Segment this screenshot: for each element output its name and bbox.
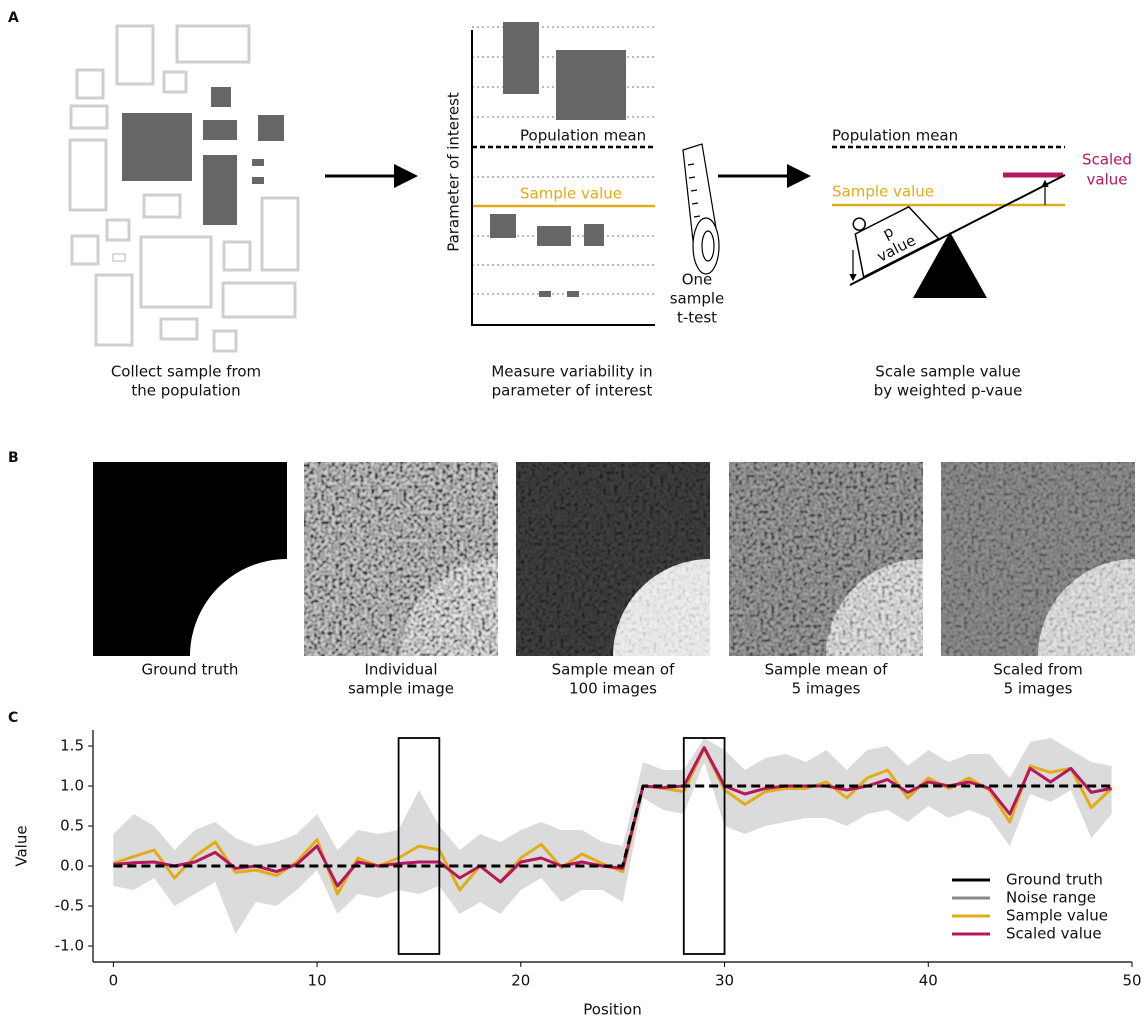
shape: [164, 72, 186, 92]
image-panel: Scaled from5 images: [941, 462, 1135, 698]
shape: [223, 283, 295, 317]
x-tick-label: 40: [919, 972, 938, 990]
panel-c: C 0 10 20 30 40 50 -1.0 -0.5 0.0 0.5 1.0 1.5 Position…: [8, 710, 1142, 1019]
population: [70, 26, 298, 351]
shape: [224, 242, 250, 270]
caption: Collect sample from: [111, 363, 261, 381]
x-tick-label: 50: [1122, 972, 1141, 990]
x-tick-label: 30: [715, 972, 734, 990]
panel-label: C: [8, 710, 18, 726]
caption: Sample mean of: [552, 661, 675, 679]
seesaw: p value Population mean Sample value Sca…: [832, 127, 1132, 299]
shape: [113, 254, 125, 261]
panel-label: B: [8, 450, 19, 466]
y-tick-label: -1.0: [55, 937, 84, 955]
shape: [490, 214, 516, 238]
shape: [702, 231, 714, 261]
caption: Sample mean of: [765, 661, 888, 679]
shape: [122, 113, 192, 181]
caption: the population: [131, 382, 240, 400]
shape: [72, 236, 98, 264]
y-tick-label: 0.5: [60, 817, 84, 835]
test-label: One: [682, 271, 713, 289]
caption: Measure variability in: [491, 363, 652, 381]
measuring-tape: [683, 144, 719, 274]
sample-value-label: Sample value: [520, 185, 622, 203]
x-tick-label: 0: [109, 972, 119, 990]
image-panel: Ground truth: [93, 462, 287, 679]
shape: [177, 26, 249, 62]
shape: [584, 224, 604, 246]
sample-value-label: Sample value: [832, 183, 934, 201]
shape: [117, 26, 153, 84]
shape: [107, 220, 129, 240]
caption: parameter of interest: [492, 382, 653, 400]
shape: [252, 159, 264, 166]
shape: [141, 237, 211, 307]
shape: [539, 291, 551, 297]
noise-band: [113, 738, 1111, 934]
population-mean-label: Population mean: [832, 127, 958, 145]
image-noise: [304, 462, 498, 656]
image-panel: Sample mean of5 images: [729, 462, 923, 698]
caption: Ground truth: [142, 661, 239, 679]
figure: A Parameter of interest Population mean …: [0, 0, 1146, 1020]
legend-label: Scaled value: [1006, 925, 1102, 943]
caption: Scaled from: [993, 661, 1083, 679]
shape: [258, 115, 284, 141]
shape: [556, 50, 626, 120]
caption: Individual: [364, 661, 437, 679]
test-label: t-test: [677, 309, 717, 327]
scaled-value-label: value: [1087, 171, 1128, 189]
population-mean-label: Population mean: [520, 127, 646, 145]
image-noise: [941, 462, 1135, 656]
shape: [161, 319, 197, 339]
shape: [211, 87, 231, 107]
scaled-value-label: Scaled: [1082, 151, 1132, 169]
variability-plot: Parameter of interest Population mean Sa…: [445, 22, 656, 325]
panel-a: A Parameter of interest Population mean …: [8, 10, 1132, 400]
caption: sample image: [348, 680, 454, 698]
caption: Scale sample value: [875, 363, 1020, 381]
caption: 100 images: [569, 680, 657, 698]
image-noise: [729, 462, 923, 656]
shape: [203, 120, 237, 140]
shape: [144, 195, 180, 217]
axis-label: Parameter of interest: [445, 92, 463, 252]
shape: [262, 198, 298, 270]
x-tick-label: 20: [511, 972, 530, 990]
shape: [567, 291, 579, 297]
x-axis-label: Position: [583, 1001, 641, 1019]
image-noise: [516, 462, 710, 656]
legend-label: Ground truth: [1006, 871, 1103, 889]
shape: [70, 140, 106, 210]
shape: [203, 155, 237, 225]
shape: [252, 177, 264, 184]
x-tick-label: 10: [308, 972, 327, 990]
shape: p value: [839, 190, 939, 277]
y-axis-label: Value: [13, 825, 31, 866]
caption: 5 images: [1004, 680, 1073, 698]
shape: [71, 106, 107, 128]
y-tick-label: 0.0: [60, 857, 84, 875]
y-tick-label: 1.0: [60, 777, 84, 795]
shape: [537, 226, 571, 246]
shape: [503, 22, 539, 94]
legend-label: Noise range: [1006, 889, 1096, 907]
caption: 5 images: [792, 680, 861, 698]
y-tick-label: 1.5: [60, 737, 84, 755]
shape: [214, 331, 236, 351]
shape: [96, 275, 132, 345]
test-label: sample: [670, 290, 725, 308]
panel-label: A: [8, 10, 19, 26]
caption: by weighted p-vaue: [874, 382, 1023, 400]
legend-label: Sample value: [1006, 907, 1108, 925]
shape: [77, 70, 103, 98]
y-tick-label: -0.5: [55, 897, 84, 915]
